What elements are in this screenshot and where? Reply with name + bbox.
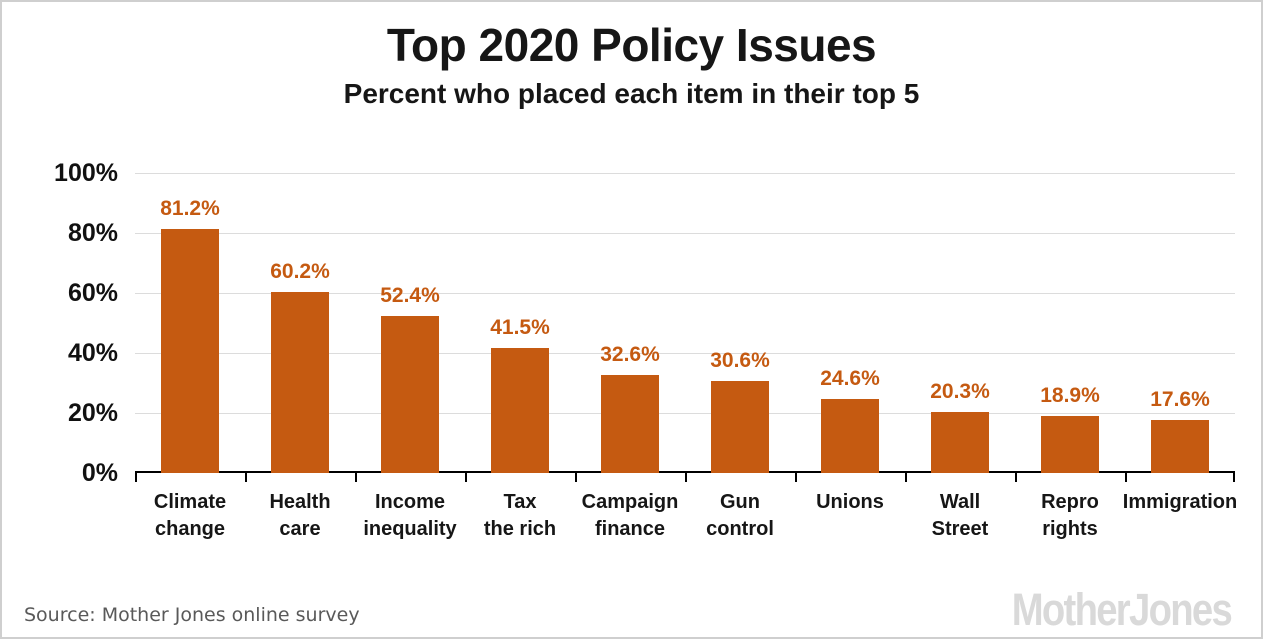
bar-slot: 17.6% Immigration (1123, 173, 1237, 514)
bar-value-label: 24.6% (820, 367, 880, 390)
bar-slot: 60.2% Health care (245, 173, 355, 541)
y-axis-tick-label: 80% (67, 219, 118, 247)
y-axis: 100% 80% 60% 40% 20% 0% (2, 159, 118, 487)
bar-slot: 32.6% Campaign finance (575, 173, 685, 541)
bar-value-label: 17.6% (1150, 388, 1210, 411)
gridline (135, 233, 1235, 234)
bar-value-label: 60.2% (270, 260, 330, 283)
bar-slot: 52.4% Income inequality (355, 173, 465, 541)
x-axis-tickmark (1015, 473, 1017, 482)
category-label: Campaign finance (581, 491, 679, 540)
gridline (135, 293, 1235, 294)
category-label: Gun control (706, 491, 774, 540)
source-note: Source: Mother Jones online survey (24, 604, 360, 626)
chart-subtitle: Percent who placed each item in their to… (343, 78, 920, 109)
bar (931, 412, 989, 473)
bar-slot: 20.3% Wall Street (905, 173, 1015, 541)
x-axis-tickmark (905, 473, 907, 482)
bar-value-label: 30.6% (710, 349, 770, 372)
bar-slot: 81.2% Climate change (135, 173, 245, 541)
y-axis-tick-label: 40% (67, 339, 118, 367)
gridline (135, 413, 1235, 414)
category-label: Health care (269, 491, 331, 540)
x-axis-tickmark (575, 473, 577, 482)
bar (381, 316, 439, 473)
x-axis-tickmark (685, 473, 687, 482)
y-axis-tick-label: 60% (67, 279, 118, 307)
category-label: Tax the rich (483, 491, 557, 540)
category-label: Repro rights (1041, 491, 1099, 540)
bar-slot: 18.9% Repro rights (1015, 173, 1125, 541)
y-axis-tick-label: 100% (54, 159, 118, 187)
x-axis-tickmark (795, 473, 797, 482)
bar-value-label: 41.5% (490, 316, 550, 339)
bar (1041, 416, 1099, 473)
x-axis-tickmark (355, 473, 357, 482)
bar-slot: 41.5% Tax the rich (465, 173, 575, 541)
category-label: Income inequality (363, 491, 457, 540)
y-axis-tick-label: 0% (81, 459, 118, 487)
bar-slot: 24.6% Unions (795, 173, 905, 514)
motherjones-logo: MotherJones (1011, 584, 1233, 635)
bar (161, 229, 219, 473)
bar (711, 381, 769, 473)
x-axis-tickmark (465, 473, 467, 482)
x-axis-tickmark (1233, 473, 1235, 482)
category-label: Immigration (1122, 491, 1238, 513)
bar-value-label: 52.4% (380, 284, 440, 307)
bar-value-label: 18.9% (1040, 384, 1100, 407)
x-axis-tickmark (245, 473, 247, 482)
category-label: Wall Street (931, 491, 989, 540)
bar (271, 292, 329, 473)
x-axis-tickmark (1125, 473, 1127, 482)
x-axis-tickmark (135, 473, 137, 482)
bar-value-label: 20.3% (930, 380, 990, 403)
gridline (135, 173, 1235, 174)
chart-title: Top 2020 Policy Issues (386, 19, 877, 71)
x-axis-line (135, 471, 1235, 473)
gridline (135, 353, 1235, 354)
bar (1151, 420, 1209, 473)
bar-slot: 30.6% Gun control (685, 173, 795, 541)
category-label: Climate change (153, 491, 227, 540)
plot-area: 81.2% Climate change 60.2% Health care 52.4%… (135, 173, 1237, 541)
category-label: Unions (816, 491, 884, 513)
bar (491, 348, 549, 473)
bar-value-label: 81.2% (160, 197, 220, 220)
bar (601, 375, 659, 473)
bar (821, 399, 879, 473)
bar-value-label: 32.6% (600, 343, 660, 366)
y-axis-tick-label: 20% (67, 399, 118, 427)
